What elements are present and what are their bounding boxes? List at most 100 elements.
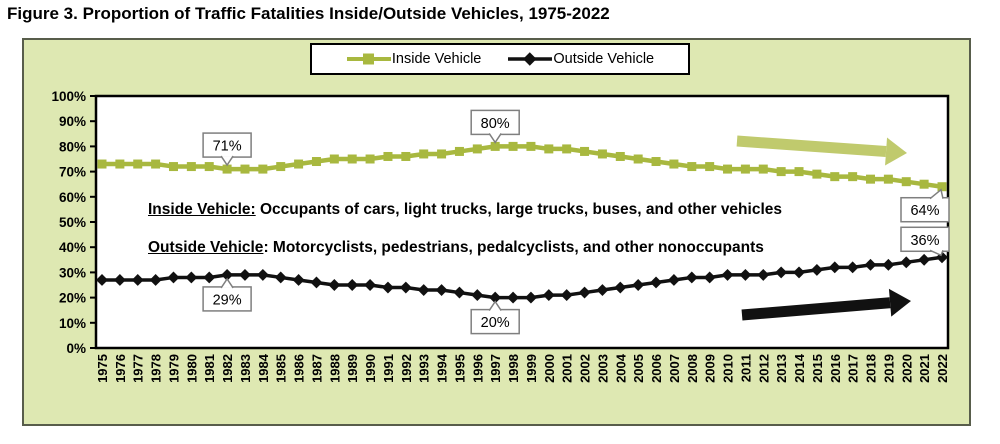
inside-series-marker: [347, 154, 357, 164]
callout-pointer-edge: [220, 277, 234, 289]
inside-series-marker: [633, 154, 643, 164]
callout-label: 29%: [213, 292, 242, 308]
y-axis-tick-label: 0%: [66, 341, 86, 356]
x-axis-year-label: 2008: [685, 354, 700, 383]
inside-series-marker: [687, 162, 697, 172]
x-axis-year-label: 2007: [667, 354, 682, 383]
callout-label: 71%: [213, 139, 242, 155]
x-axis-year-label: 2000: [542, 354, 557, 383]
inside-series-marker: [651, 157, 661, 167]
callout-label: 64%: [910, 203, 939, 219]
x-axis-year-label: 1982: [220, 354, 235, 383]
outside-series-marker: [757, 268, 770, 281]
inside-trend-arrow-icon: [736, 135, 887, 158]
inside-series-marker: [276, 162, 286, 172]
outside-series-marker: [471, 289, 484, 302]
inside-series-marker: [562, 144, 572, 154]
inside-series-marker: [937, 182, 947, 192]
y-axis-tick-label: 90%: [59, 114, 86, 129]
inside-series-marker: [294, 159, 304, 169]
outside-series-marker: [721, 268, 734, 281]
x-axis-year-label: 2005: [631, 354, 646, 383]
outside-series-marker: [256, 268, 269, 281]
x-axis-year-label: 2014: [792, 353, 807, 383]
outside-series-marker: [739, 268, 752, 281]
x-axis-year-label: 1994: [435, 353, 450, 383]
outside-series-marker: [382, 281, 394, 294]
y-axis-tick-label: 10%: [59, 316, 86, 331]
y-axis-tick-label: 100%: [51, 89, 86, 104]
inside-series-marker: [544, 144, 554, 154]
outside-series-marker: [524, 291, 537, 304]
inside-series-marker: [419, 149, 429, 159]
inside-series-marker: [186, 162, 196, 172]
inside-series-marker: [705, 162, 715, 172]
x-axis-year-label: 1993: [417, 354, 432, 383]
inside-series-marker: [901, 177, 911, 187]
x-axis-year-label: 1977: [131, 354, 146, 383]
callout-pointer-edge: [488, 132, 502, 144]
inside-series-marker: [383, 151, 393, 161]
y-axis-tick-label: 70%: [59, 165, 86, 180]
x-axis-year-label: 2010: [721, 354, 736, 383]
outside-series-marker: [364, 279, 377, 291]
inside-series-marker: [669, 159, 679, 169]
x-axis-year-label: 1990: [363, 354, 378, 383]
x-axis-year-label: 2020: [899, 354, 914, 383]
callout-box: [900, 196, 950, 223]
outside-series-marker: [596, 284, 609, 296]
callout-pointer-edge: [488, 300, 502, 312]
inside-series-marker: [580, 146, 590, 156]
outside-trend-arrow-icon-head: [888, 288, 911, 317]
inside-series-marker: [776, 167, 786, 177]
inside-series-marker: [723, 164, 733, 174]
outside-series-marker: [703, 271, 716, 284]
x-axis-year-label: 1988: [327, 354, 342, 383]
inside-series-marker: [919, 179, 929, 189]
inside-series-marker: [526, 141, 536, 151]
outside-series-marker: [810, 263, 823, 276]
inside-series-marker: [97, 159, 107, 169]
x-axis-year-label: 1991: [381, 354, 396, 383]
x-axis-year-label: 1984: [256, 353, 271, 383]
inside-series-marker: [258, 164, 268, 174]
y-axis-tick-label: 60%: [59, 190, 86, 205]
outside-series-marker: [453, 286, 466, 299]
outside-line-swatch-icon: [508, 52, 553, 66]
x-axis-year-label: 2009: [703, 354, 718, 383]
inside-series-marker: [830, 172, 840, 182]
x-axis-year-label: 1979: [166, 354, 181, 383]
x-axis-year-label: 1997: [488, 354, 503, 383]
outside-series-marker: [274, 271, 287, 284]
callout-box: [470, 308, 520, 335]
y-axis-tick-label: 40%: [59, 240, 86, 255]
inside-series-marker: [115, 159, 125, 169]
legend-item-inside-label: Inside Vehicle: [391, 51, 482, 67]
x-axis-year-label: 2003: [595, 354, 610, 383]
inside-series-marker: [866, 174, 876, 184]
callout-pointer: [489, 133, 502, 143]
y-axis-tick-label: 50%: [59, 215, 86, 230]
x-axis-year-label: 1995: [452, 354, 467, 383]
outside-series-marker: [417, 284, 430, 296]
callout-label: 20%: [481, 315, 510, 331]
inside-series-marker: [329, 154, 339, 164]
x-axis-year-label: 1981: [202, 354, 217, 383]
callout-box: [470, 109, 520, 136]
outside-series-marker: [489, 291, 502, 304]
callout-pointer-edge: [220, 155, 234, 167]
callout-pointer: [221, 156, 234, 166]
y-axis-tick-label: 30%: [59, 265, 86, 280]
inside-series-marker: [401, 151, 411, 161]
inside-series-marker: [848, 172, 858, 182]
outside-series-marker: [578, 286, 591, 299]
inside-series-marker: [490, 141, 500, 151]
outside-series-marker: [346, 279, 359, 291]
x-axis-year-label: 1989: [345, 354, 360, 383]
callout-pointer-edge: [929, 188, 944, 200]
y-axis-tick-label: 20%: [59, 291, 86, 306]
page-title: Figure 3. Proportion of Traffic Fataliti…: [7, 4, 610, 23]
x-axis-year-label: 2012: [756, 354, 771, 383]
x-axis-year-label: 1999: [524, 354, 539, 383]
inside-series-marker: [472, 144, 482, 154]
